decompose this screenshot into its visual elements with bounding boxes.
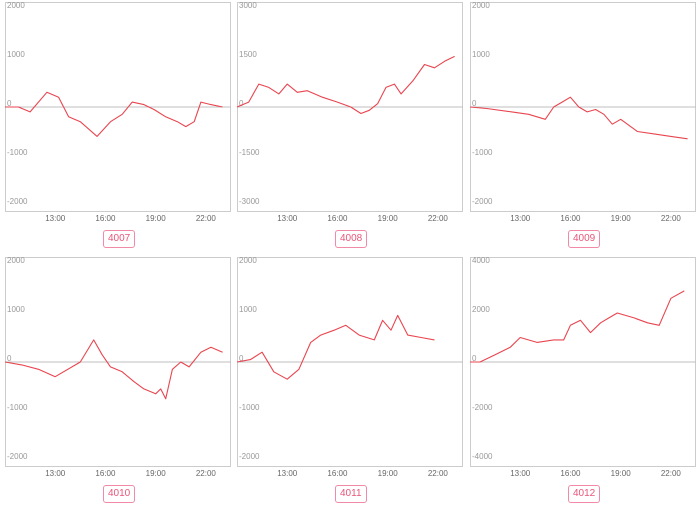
series-line (4, 339, 223, 400)
y-tick-label: 2000 (472, 305, 490, 314)
y-tick-label: -2000 (7, 452, 28, 461)
x-tick-label: 13:00 (277, 214, 298, 223)
x-tick-label: 13:00 (45, 214, 66, 223)
x-tick-label: 13:00 (510, 214, 531, 223)
y-tick-label: -1000 (7, 403, 28, 412)
x-tick-label: 19:00 (611, 214, 632, 223)
x-tick-label: 13:00 (277, 469, 298, 478)
x-tick-label: 22:00 (196, 469, 217, 478)
chart-label-badge[interactable]: 4007 (103, 230, 136, 248)
y-tick-label: -2000 (472, 197, 493, 206)
x-tick-label: 22:00 (428, 214, 449, 223)
y-tick-label: 0 (472, 99, 477, 108)
y-tick-label: -1500 (239, 148, 260, 157)
x-tick-label: 16:00 (327, 214, 348, 223)
x-tick-label: 13:00 (45, 469, 66, 478)
chart-4009: 2000 1000 0 -1000 -2000 13:00 16:00 19:00 22:00 (469, 1, 696, 223)
series-line (470, 290, 685, 363)
chart-4012: 4000 2000 0 -2000 -4000 13:00 16:00 19:00 22:00 (470, 256, 696, 478)
y-tick-label: 1000 (239, 305, 257, 314)
series-line (236, 314, 435, 380)
y-tick-label: 2000 (7, 256, 25, 265)
y-tick-label: -1000 (7, 148, 28, 157)
chart-label-badge[interactable]: 4010 (103, 485, 136, 503)
chart-label-badge[interactable]: 4009 (568, 230, 601, 248)
y-tick-label: -1000 (239, 403, 260, 412)
x-tick-label: 22:00 (428, 469, 449, 478)
y-tick-label: 0 (239, 354, 244, 363)
chart-4008: 3000 1500 0 -1500 -3000 13:00 16:00 19:00 22:00 (236, 1, 463, 223)
x-tick-label: 16:00 (560, 214, 581, 223)
series-line (469, 96, 688, 140)
x-tick-label: 16:00 (95, 469, 116, 478)
chart-4011: 2000 1000 0 -1000 -2000 13:00 16:00 19:00 22:00 (236, 256, 463, 478)
y-tick-label: 4000 (472, 256, 490, 265)
x-tick-label: 19:00 (146, 214, 167, 223)
x-tick-label: 22:00 (661, 214, 682, 223)
x-tick-label: 13:00 (510, 469, 531, 478)
y-tick-label: 1000 (7, 305, 25, 314)
x-tick-label: 16:00 (95, 214, 116, 223)
y-tick-label: -2000 (239, 452, 260, 461)
y-tick-label: -4000 (472, 452, 493, 461)
x-tick-label: 16:00 (327, 469, 348, 478)
y-tick-label: 0 (239, 99, 244, 108)
y-tick-label: 2000 (7, 1, 25, 10)
series-line (236, 55, 455, 115)
y-tick-label: 0 (7, 354, 12, 363)
x-tick-label: 19:00 (378, 469, 399, 478)
y-tick-label: 1000 (472, 50, 490, 59)
y-tick-label: -3000 (239, 197, 260, 206)
y-tick-label: -2000 (472, 403, 493, 412)
y-tick-label: 3000 (239, 1, 257, 10)
chart-label-badge[interactable]: 4012 (568, 485, 601, 503)
y-tick-label: 0 (7, 99, 12, 108)
chart-label-badge[interactable]: 4011 (335, 485, 367, 503)
x-tick-label: 16:00 (560, 469, 581, 478)
y-tick-label: 2000 (472, 1, 490, 10)
x-tick-label: 19:00 (611, 469, 632, 478)
chart-4007: 2000 1000 0 -1000 -2000 13:00 16:00 19:00 22:00 (5, 1, 231, 223)
x-tick-label: 19:00 (146, 469, 167, 478)
y-tick-label: 0 (472, 354, 477, 363)
x-tick-label: 22:00 (661, 469, 682, 478)
x-tick-label: 22:00 (196, 214, 217, 223)
y-tick-label: 1500 (239, 50, 257, 59)
series-line (5, 91, 223, 137)
y-tick-label: 2000 (239, 256, 257, 265)
y-tick-label: 1000 (7, 50, 25, 59)
y-tick-label: -2000 (7, 197, 28, 206)
x-tick-label: 19:00 (378, 214, 399, 223)
chart-label-badge[interactable]: 4008 (335, 230, 368, 248)
y-tick-label: -1000 (472, 148, 493, 157)
chart-4010: 2000 1000 0 -1000 -2000 13:00 16:00 19:00 22:00 (4, 256, 231, 478)
